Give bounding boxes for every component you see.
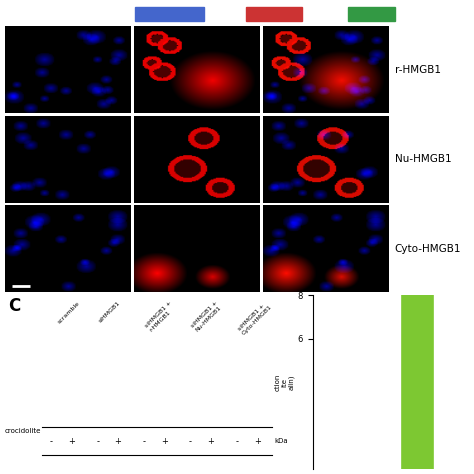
Text: r-HMGB1: r-HMGB1 — [395, 64, 441, 74]
Text: siHMGB1 +
Cyto-HMGB1: siHMGB1 + Cyto-HMGB1 — [237, 301, 273, 336]
Bar — [348, 7, 395, 21]
Bar — [401, 295, 433, 469]
Text: +: + — [161, 437, 168, 446]
Text: crocidolite: crocidolite — [5, 428, 41, 434]
Text: kDa: kDa — [275, 438, 288, 445]
Text: -: - — [50, 437, 53, 446]
Y-axis label: ction
ite
alin): ction ite alin) — [274, 374, 295, 391]
Text: +: + — [68, 437, 75, 446]
Text: +: + — [115, 437, 121, 446]
Text: -: - — [236, 437, 238, 446]
Bar — [246, 7, 302, 21]
Text: Nu-HMGB1: Nu-HMGB1 — [395, 154, 451, 164]
Text: +: + — [208, 437, 214, 446]
Text: B: B — [7, 31, 20, 49]
Text: scramble: scramble — [57, 301, 81, 324]
Text: C: C — [8, 297, 20, 315]
Bar — [135, 7, 204, 21]
Text: Cyto-HMGB1: Cyto-HMGB1 — [395, 244, 461, 254]
Text: -: - — [143, 437, 146, 446]
Text: -: - — [189, 437, 192, 446]
Text: Merge: Merge — [299, 30, 333, 40]
Text: DAPI: DAPI — [71, 30, 97, 40]
Text: siHMGB1: siHMGB1 — [98, 301, 121, 324]
Text: -: - — [96, 437, 99, 446]
Text: siHMGB1 +
Nu-HMGB1: siHMGB1 + Nu-HMGB1 — [191, 301, 223, 333]
Text: siHMGB1 +
r-HMGB1: siHMGB1 + r-HMGB1 — [144, 301, 177, 333]
Text: HMGB1: HMGB1 — [179, 30, 220, 40]
Text: +: + — [254, 437, 261, 446]
